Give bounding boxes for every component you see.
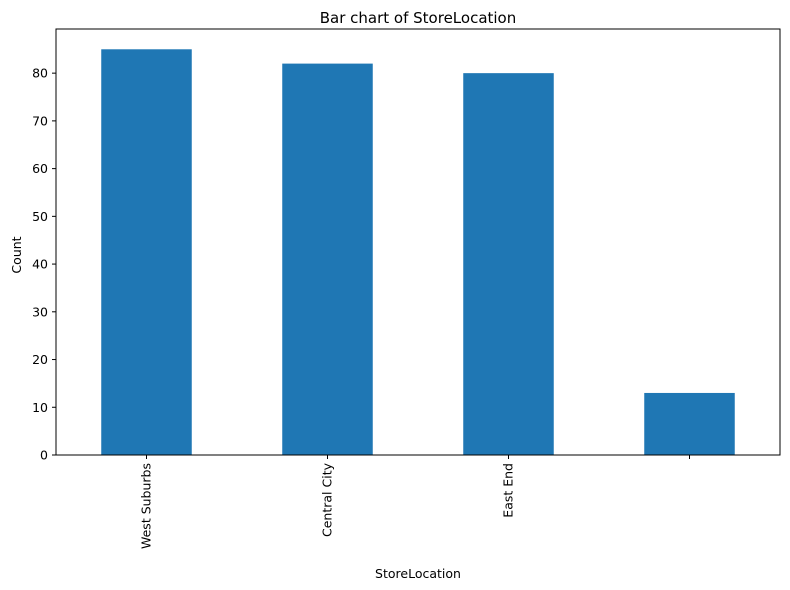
x-tick-label: East End xyxy=(501,463,516,518)
bar xyxy=(282,63,373,455)
y-tick-label: 50 xyxy=(32,209,48,224)
y-tick-label: 70 xyxy=(32,113,48,128)
y-tick-label: 60 xyxy=(32,161,48,176)
x-tick-label: West Suburbs xyxy=(139,463,154,549)
bars-group xyxy=(101,49,735,456)
x-axis-label: StoreLocation xyxy=(375,566,461,581)
bar xyxy=(463,73,554,456)
y-tick-label: 80 xyxy=(32,66,48,81)
y-tick-label: 10 xyxy=(32,400,48,415)
chart-title: Bar chart of StoreLocation xyxy=(320,9,517,27)
bar xyxy=(101,49,192,456)
x-tick-label: Central City xyxy=(320,462,335,537)
y-tick-label: 30 xyxy=(32,304,48,319)
y-axis-label: Count xyxy=(9,236,24,273)
y-tick-label: 20 xyxy=(32,352,48,367)
plot-frame xyxy=(55,28,781,456)
x-axis-ticks: West Suburbs Central City East End xyxy=(139,455,690,549)
y-tick-label: 40 xyxy=(32,257,48,272)
y-axis-ticks: 0 10 20 30 40 50 60 70 80 xyxy=(32,66,56,463)
bar xyxy=(644,392,735,455)
y-tick-label: 0 xyxy=(40,448,48,463)
